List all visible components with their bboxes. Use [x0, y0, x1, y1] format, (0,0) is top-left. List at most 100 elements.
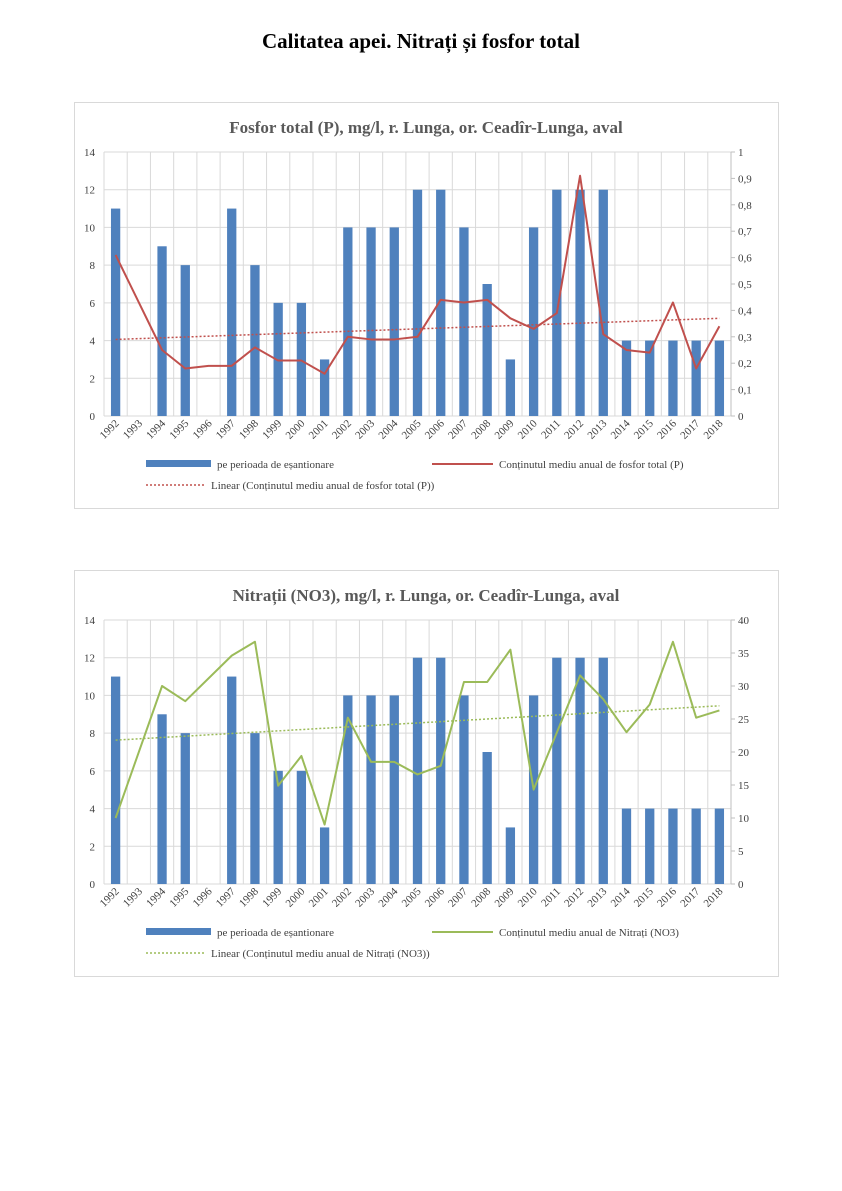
phosphorus-x-tick-label: 2017 [678, 417, 702, 441]
phosphorus-x-tick-label: 2007 [446, 417, 470, 441]
phosphorus-x-tick-label: 1992 [98, 418, 122, 442]
phosphorus-left-tick-label: 8 [90, 260, 96, 272]
phosphorus-x-tick-label: 2005 [400, 417, 424, 441]
nitrates-bar [436, 658, 445, 884]
phosphorus-left-tick-label: 10 [84, 222, 96, 234]
nitrates-bar [181, 733, 190, 884]
phosphorus-left-tick-label: 14 [84, 147, 96, 159]
nitrates-left-tick-label: 6 [90, 766, 96, 778]
nitrates-bar [599, 658, 608, 884]
phosphorus-right-tick-label: 0,7 [738, 226, 752, 238]
nitrates-left-tick-label: 12 [84, 653, 95, 665]
nitrates-right-tick-label: 5 [738, 846, 744, 858]
phosphorus-x-tick-label: 1997 [214, 417, 238, 441]
phosphorus-x-tick-label: 2008 [469, 417, 493, 441]
nitrates-x-tick-label: 2007 [446, 885, 470, 909]
phosphorus-bar [552, 190, 561, 416]
nitrates-bar [645, 809, 654, 884]
phosphorus-right-tick-label: 0,4 [738, 305, 752, 317]
nitrates-bar [622, 809, 631, 884]
nitrates-right-tick-label: 35 [738, 648, 750, 660]
phosphorus-x-tick-label: 2002 [330, 418, 354, 442]
phosphorus-x-tick-label: 1999 [260, 417, 284, 441]
phosphorus-bar [668, 341, 677, 416]
chart-phosphorus-svg: Fosfor total (P), mg/l, r. Lunga, or. Ce… [75, 103, 778, 508]
phosphorus-bar [575, 190, 584, 416]
nitrates-left-tick-label: 14 [84, 615, 96, 627]
phosphorus-x-tick-label: 2011 [539, 418, 563, 442]
chart-phosphorus: Fosfor total (P), mg/l, r. Lunga, or. Ce… [74, 102, 779, 509]
nitrates-bar [552, 658, 561, 884]
phosphorus-right-tick-label: 0,3 [738, 332, 752, 344]
nitrates-x-tick-label: 1996 [191, 885, 215, 909]
nitrates-legend-bar-label: pe perioada de eșantionare [217, 927, 334, 939]
nitrates-bar [227, 677, 236, 884]
nitrates-legend-trend-label: Linear (Conținutul mediu anual de Nitraț… [211, 948, 430, 960]
phosphorus-bar [111, 209, 120, 416]
chart-nitrates: Nitrații (NO3), mg/l, r. Lunga, or. Cead… [74, 570, 779, 977]
phosphorus-x-tick-label: 2003 [353, 417, 377, 441]
nitrates-right-tick-label: 15 [738, 780, 750, 792]
phosphorus-right-tick-label: 1 [738, 147, 744, 159]
phosphorus-right-tick-label: 0,1 [738, 385, 752, 397]
phosphorus-chart-title: Fosfor total (P), mg/l, r. Lunga, or. Ce… [229, 118, 623, 137]
nitrates-x-tick-label: 2003 [353, 885, 377, 909]
phosphorus-right-tick-label: 0,5 [738, 279, 752, 291]
phosphorus-bar [436, 190, 445, 416]
nitrates-bar [297, 771, 306, 884]
nitrates-bar [111, 677, 120, 884]
phosphorus-x-tick-label: 2009 [492, 417, 516, 441]
phosphorus-x-tick-label: 2001 [307, 418, 331, 442]
nitrates-bar [157, 714, 166, 884]
phosphorus-x-tick-label: 2010 [516, 417, 540, 441]
nitrates-x-tick-label: 2000 [283, 885, 307, 909]
nitrates-bar [692, 809, 701, 884]
nitrates-x-tick-label: 2013 [585, 885, 609, 909]
nitrates-left-tick-label: 2 [90, 841, 96, 853]
phosphorus-bar [483, 284, 492, 416]
phosphorus-legend-line-label: Conținutul mediu anual de fosfor total (… [499, 459, 684, 471]
phosphorus-legend-bar-swatch [146, 460, 211, 467]
phosphorus-right-tick-label: 0 [738, 411, 744, 423]
nitrates-chart-title: Nitrații (NO3), mg/l, r. Lunga, or. Cead… [233, 586, 620, 606]
nitrates-bar [274, 771, 283, 884]
nitrates-bar [250, 733, 259, 884]
phosphorus-legend-bar-label: pe perioada de eșantionare [217, 459, 334, 471]
nitrates-x-tick-label: 1994 [144, 885, 168, 909]
nitrates-left-tick-label: 0 [90, 879, 96, 891]
phosphorus-left-tick-label: 12 [84, 185, 95, 197]
nitrates-x-tick-label: 1992 [98, 886, 122, 910]
phosphorus-x-tick-label: 2006 [423, 417, 447, 441]
nitrates-x-tick-label: 2012 [562, 886, 586, 910]
phosphorus-bar [622, 341, 631, 416]
nitrates-bar [668, 809, 677, 884]
nitrates-right-tick-label: 25 [738, 714, 750, 726]
phosphorus-bar [157, 246, 166, 416]
phosphorus-right-tick-label: 0,6 [738, 253, 752, 265]
nitrates-right-tick-label: 40 [738, 615, 750, 627]
phosphorus-bar [529, 227, 538, 416]
phosphorus-bar [715, 341, 724, 416]
nitrates-bar [575, 658, 584, 884]
nitrates-bar [483, 752, 492, 884]
nitrates-right-tick-label: 0 [738, 879, 744, 891]
chart-nitrates-svg: Nitrații (NO3), mg/l, r. Lunga, or. Cead… [75, 571, 778, 976]
nitrates-x-tick-label: 2017 [678, 885, 702, 909]
nitrates-left-tick-label: 8 [90, 728, 96, 740]
phosphorus-x-tick-label: 2016 [655, 417, 679, 441]
nitrates-bar [506, 827, 515, 884]
phosphorus-left-tick-label: 4 [90, 336, 96, 348]
phosphorus-x-tick-label: 1998 [237, 417, 261, 441]
nitrates-bar [320, 827, 329, 884]
phosphorus-x-tick-label: 2012 [562, 418, 586, 442]
phosphorus-x-tick-label: 2013 [585, 417, 609, 441]
phosphorus-x-tick-label: 1993 [121, 417, 145, 441]
phosphorus-bar [599, 190, 608, 416]
nitrates-legend-bar-swatch [146, 928, 211, 935]
phosphorus-bar [366, 227, 375, 416]
phosphorus-x-tick-label: 2000 [283, 417, 307, 441]
nitrates-right-tick-label: 20 [738, 747, 750, 759]
nitrates-x-tick-label: 2004 [376, 885, 400, 909]
phosphorus-x-tick-label: 2004 [376, 417, 400, 441]
phosphorus-x-tick-label: 2015 [632, 417, 656, 441]
